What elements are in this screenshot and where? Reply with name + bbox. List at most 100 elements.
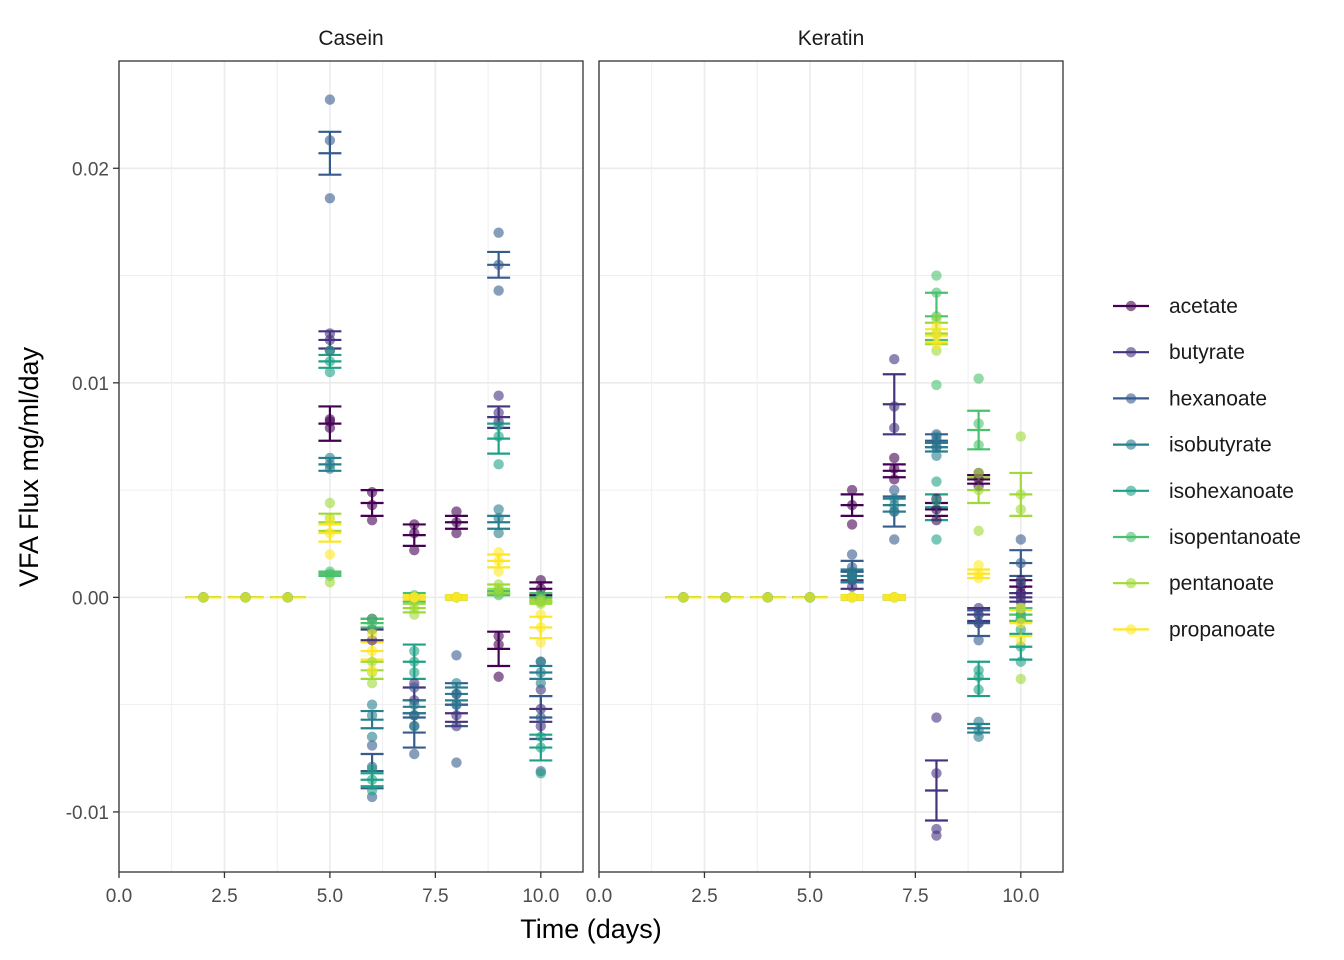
point-butyrate (451, 710, 462, 721)
x-tick-label: 0.0 (586, 886, 612, 907)
point-hexanoate (973, 617, 984, 629)
point-hexanoate (493, 285, 504, 296)
point-isohexanoate (931, 476, 942, 487)
point-hexanoate (1015, 577, 1027, 588)
panel-keratin: Keratin 0.0 2.5 5.0 7.5 10.0 (586, 27, 1064, 907)
point-propanoate (493, 566, 504, 577)
legend-item-hexanoate: hexanoate (1113, 387, 1267, 410)
point-propanoate (535, 622, 547, 633)
y-tick-label: -0.01 (66, 803, 109, 824)
legend-key-point (1125, 439, 1137, 450)
point-butyrate (324, 334, 336, 346)
point-isopentanoate (931, 287, 942, 298)
point-pentanoate (1015, 489, 1027, 500)
point-acetate (846, 519, 858, 530)
point-pentanoate (535, 596, 547, 607)
point-isohexanoate (324, 345, 336, 356)
point-hexanoate (324, 94, 336, 105)
panel-border (598, 60, 1064, 873)
point-propanoate (931, 339, 942, 350)
legend-item-isopentanoate: isopentanoate (1113, 526, 1301, 549)
point-acetate (493, 630, 504, 642)
point-isobutyrate (409, 699, 420, 710)
point-isohexanoate (535, 742, 547, 753)
y-tick-label: 0.02 (72, 159, 109, 180)
point-acetate (931, 504, 942, 515)
legend: acetate butyrate hexanoate isobutyrate isohe… (1113, 295, 1301, 641)
point-isohexanoate (535, 768, 547, 779)
point-acetate (889, 474, 900, 485)
point-hexanoate (846, 549, 858, 560)
point-hexanoate (451, 757, 462, 768)
point-pentanoate (324, 497, 336, 509)
point-acetate (493, 671, 504, 682)
point-isobutyrate (931, 450, 942, 461)
legend-item-butyrate: butyrate (1113, 341, 1245, 364)
point-acetate (846, 484, 858, 496)
x-tick-label: 5.0 (317, 886, 343, 907)
legend-label: hexanoate (1169, 387, 1267, 410)
point-propanoate (366, 628, 378, 640)
point-acetate (451, 517, 462, 528)
point-butyrate (535, 703, 547, 715)
point-propanoate (324, 549, 336, 560)
x-tick-label: 2.5 (211, 886, 237, 907)
x-axis-title: Time (days) (520, 914, 662, 944)
legend-key-point (1125, 393, 1137, 404)
point-pentanoate (973, 484, 984, 496)
point-isopentanoate (973, 418, 984, 429)
point-hexanoate (1015, 557, 1027, 569)
x-tick-label: 0.0 (106, 886, 132, 907)
point-hexanoate (973, 609, 984, 620)
point-isohexanoate (324, 356, 336, 367)
point-propanoate (409, 592, 420, 603)
point-acetate (366, 487, 378, 498)
point-isohexanoate (409, 645, 420, 657)
point-propanoate (889, 592, 900, 603)
legend-label: butyrate (1169, 341, 1245, 364)
x-tick-label: 10.0 (1002, 886, 1039, 907)
point-pentanoate (1015, 673, 1027, 685)
point-pentanoate (409, 602, 420, 614)
legend-label: acetate (1169, 295, 1238, 318)
point-isobutyrate (889, 499, 900, 511)
point-isohexanoate (493, 431, 504, 442)
point-hexanoate (535, 712, 547, 723)
point-hexanoate (409, 682, 420, 693)
point-pentanoate (366, 656, 378, 667)
point-hexanoate (324, 135, 336, 146)
point-propanoate (973, 568, 984, 579)
point-isobutyrate (451, 699, 462, 710)
point-propanoate (846, 592, 858, 603)
legend-label: isohexanoate (1169, 480, 1294, 503)
point-isohexanoate (973, 684, 984, 695)
point-butyrate (889, 401, 900, 412)
point-isobutyrate (535, 677, 547, 689)
point-isohexanoate (366, 763, 378, 775)
point-butyrate (889, 354, 900, 365)
point-propanoate (282, 592, 293, 603)
point-acetate (366, 499, 378, 511)
x-tick-label: 2.5 (691, 886, 717, 907)
legend-label: isopentanoate (1169, 526, 1301, 549)
point-hexanoate (324, 193, 336, 204)
point-butyrate (931, 712, 942, 723)
x-tick-label: 10.0 (522, 886, 559, 907)
point-acetate (409, 527, 420, 539)
facet-strip-label: Casein (318, 27, 383, 50)
legend-label: propanoate (1169, 618, 1275, 641)
point-isobutyrate (535, 667, 547, 678)
point-isobutyrate (451, 688, 462, 700)
panel-background (119, 61, 583, 872)
point-isobutyrate (535, 656, 547, 667)
point-acetate (931, 514, 942, 526)
point-propanoate (973, 559, 984, 571)
panel-casein: Casein 0.0 2.5 5.0 7.5 10.0 -0.01 0.00 0.01 0.02 (66, 27, 584, 907)
point-propanoate (931, 321, 942, 333)
point-acetate (366, 514, 378, 526)
point-propanoate (535, 637, 547, 648)
y-tick-label: 0.01 (72, 374, 109, 395)
panel-border (118, 60, 584, 873)
legend-key-point (1125, 300, 1137, 312)
point-isobutyrate (366, 731, 378, 743)
